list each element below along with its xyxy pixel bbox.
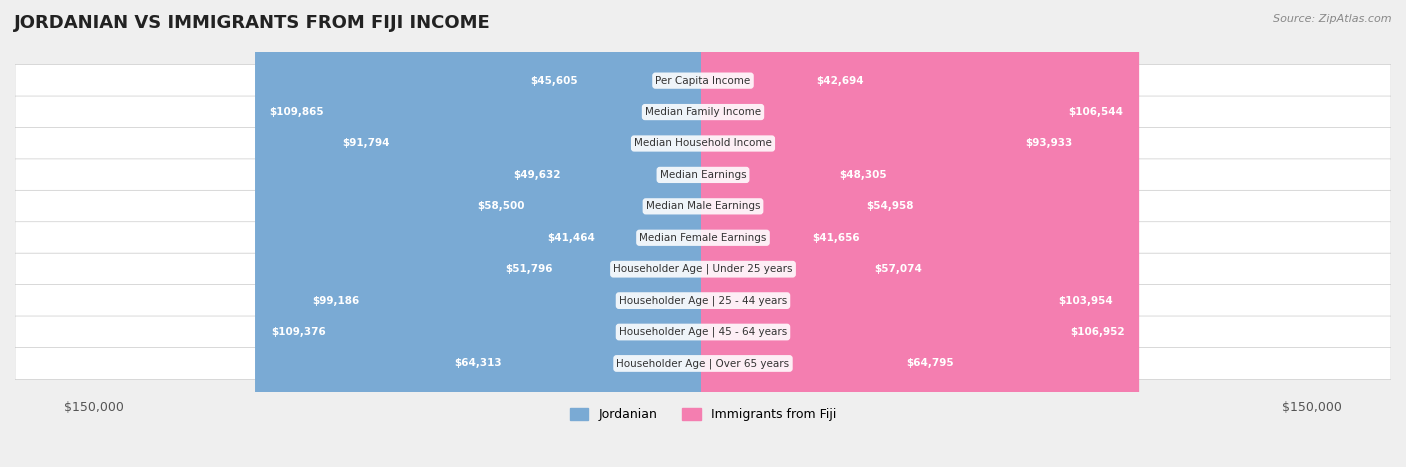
- Legend: Jordanian, Immigrants from Fiji: Jordanian, Immigrants from Fiji: [565, 403, 841, 426]
- Text: Householder Age | 25 - 44 years: Householder Age | 25 - 44 years: [619, 295, 787, 306]
- FancyBboxPatch shape: [15, 253, 1391, 285]
- Text: $99,186: $99,186: [312, 296, 360, 305]
- Text: $64,795: $64,795: [907, 359, 953, 368]
- Text: $103,954: $103,954: [1059, 296, 1112, 305]
- Text: Median Male Earnings: Median Male Earnings: [645, 201, 761, 212]
- Text: Median Earnings: Median Earnings: [659, 170, 747, 180]
- FancyBboxPatch shape: [15, 347, 1391, 380]
- Text: $93,933: $93,933: [1025, 139, 1073, 149]
- Text: $51,796: $51,796: [505, 264, 553, 274]
- Text: $41,656: $41,656: [813, 233, 860, 243]
- FancyBboxPatch shape: [702, 0, 969, 467]
- Text: $64,313: $64,313: [454, 359, 502, 368]
- FancyBboxPatch shape: [702, 0, 1139, 467]
- Text: $48,305: $48,305: [839, 170, 887, 180]
- FancyBboxPatch shape: [15, 222, 1391, 254]
- FancyBboxPatch shape: [464, 0, 704, 467]
- FancyBboxPatch shape: [533, 0, 704, 467]
- Text: Householder Age | 45 - 64 years: Householder Age | 45 - 64 years: [619, 327, 787, 337]
- Text: $45,605: $45,605: [530, 76, 578, 85]
- FancyBboxPatch shape: [440, 0, 704, 467]
- FancyBboxPatch shape: [702, 0, 879, 467]
- Text: $58,500: $58,500: [478, 201, 526, 212]
- Text: Householder Age | Under 25 years: Householder Age | Under 25 years: [613, 264, 793, 275]
- FancyBboxPatch shape: [491, 0, 704, 467]
- FancyBboxPatch shape: [257, 0, 704, 467]
- Text: Median Family Income: Median Family Income: [645, 107, 761, 117]
- Text: $54,958: $54,958: [866, 201, 914, 212]
- Text: $109,376: $109,376: [271, 327, 326, 337]
- FancyBboxPatch shape: [702, 0, 1137, 467]
- Text: Per Capita Income: Per Capita Income: [655, 76, 751, 85]
- Text: $91,794: $91,794: [343, 139, 389, 149]
- FancyBboxPatch shape: [702, 0, 928, 467]
- FancyBboxPatch shape: [702, 0, 1128, 467]
- Text: Source: ZipAtlas.com: Source: ZipAtlas.com: [1274, 14, 1392, 24]
- FancyBboxPatch shape: [516, 0, 704, 467]
- FancyBboxPatch shape: [702, 0, 1087, 467]
- FancyBboxPatch shape: [15, 191, 1391, 222]
- FancyBboxPatch shape: [15, 316, 1391, 348]
- FancyBboxPatch shape: [329, 0, 704, 467]
- FancyBboxPatch shape: [15, 159, 1391, 191]
- Text: Householder Age | Over 65 years: Householder Age | Over 65 years: [616, 358, 790, 369]
- Text: $106,544: $106,544: [1069, 107, 1123, 117]
- Text: $42,694: $42,694: [817, 76, 865, 85]
- FancyBboxPatch shape: [499, 0, 704, 467]
- FancyBboxPatch shape: [15, 64, 1391, 97]
- Text: $106,952: $106,952: [1070, 327, 1125, 337]
- Text: $57,074: $57,074: [875, 264, 922, 274]
- FancyBboxPatch shape: [15, 127, 1391, 160]
- FancyBboxPatch shape: [702, 0, 901, 467]
- Text: Median Female Earnings: Median Female Earnings: [640, 233, 766, 243]
- Text: $41,464: $41,464: [547, 233, 595, 243]
- FancyBboxPatch shape: [254, 0, 704, 467]
- FancyBboxPatch shape: [702, 0, 936, 467]
- FancyBboxPatch shape: [15, 96, 1391, 128]
- Text: Median Household Income: Median Household Income: [634, 139, 772, 149]
- FancyBboxPatch shape: [298, 0, 704, 467]
- FancyBboxPatch shape: [15, 284, 1391, 317]
- Text: JORDANIAN VS IMMIGRANTS FROM FIJI INCOME: JORDANIAN VS IMMIGRANTS FROM FIJI INCOME: [14, 14, 491, 32]
- Text: $109,865: $109,865: [269, 107, 323, 117]
- FancyBboxPatch shape: [702, 0, 875, 467]
- Text: $49,632: $49,632: [513, 170, 561, 180]
